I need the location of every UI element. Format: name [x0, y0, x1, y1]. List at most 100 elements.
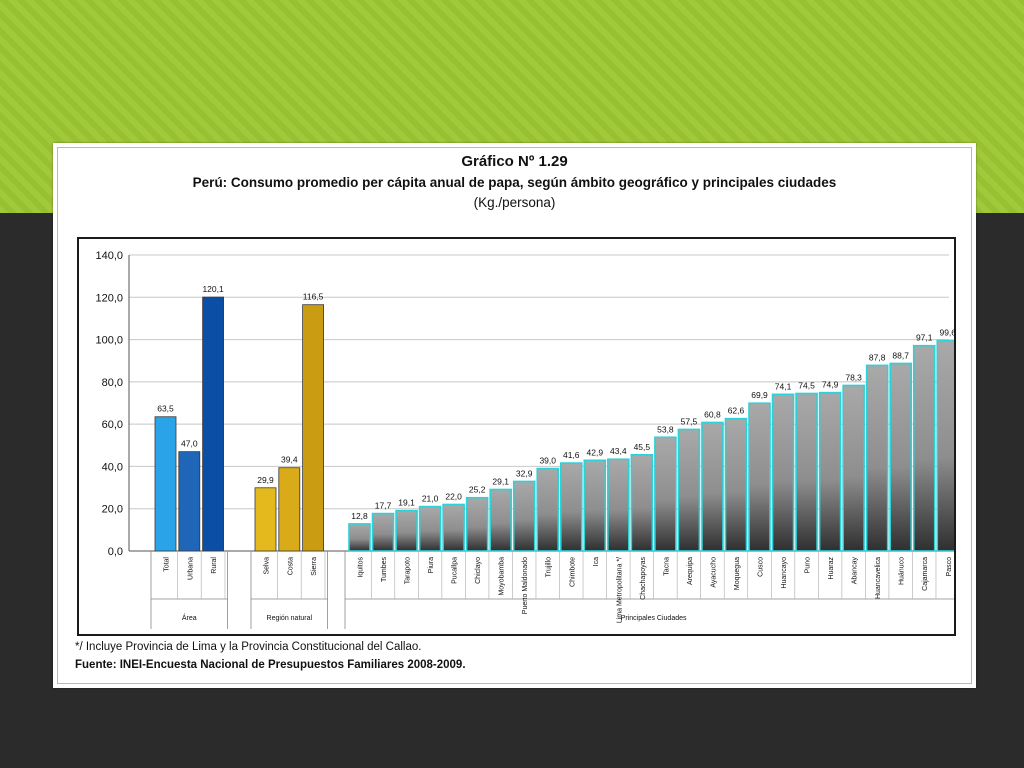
y-tick-label: 60,0 — [102, 419, 123, 431]
data-label: 74,1 — [775, 381, 792, 391]
data-label: 29,1 — [492, 476, 509, 486]
category-label: Pucallpa — [452, 557, 459, 584]
category-label: Pasco — [946, 557, 953, 577]
bar — [178, 451, 201, 552]
category-label: Tumbes — [381, 557, 388, 583]
source-note: Fuente: INEI-Encuesta Nacional de Presup… — [75, 659, 466, 671]
data-label: 41,6 — [563, 450, 580, 460]
category-label: Total — [164, 557, 171, 572]
data-label: 29,9 — [257, 475, 274, 485]
data-label: 17,7 — [375, 501, 392, 511]
data-label: 74,9 — [822, 380, 839, 390]
category-label: Trujillo — [546, 557, 553, 577]
chart-number-title: Gráfico Nº 1.29 — [461, 153, 568, 170]
bar — [348, 523, 371, 552]
category-label: Cajamarca — [922, 557, 929, 591]
category-label: Chiclayo — [475, 557, 482, 584]
bar — [630, 454, 654, 552]
data-label: 25,2 — [469, 485, 486, 495]
bar — [371, 512, 395, 552]
bar — [202, 296, 224, 552]
bar — [771, 393, 795, 552]
data-label: 69,9 — [751, 390, 768, 400]
bar — [701, 421, 724, 552]
data-label: 88,7 — [892, 350, 909, 360]
bar — [559, 462, 583, 552]
bar — [302, 304, 325, 552]
category-label: Moyobamba — [499, 557, 506, 596]
bar — [254, 487, 277, 552]
bar — [465, 496, 489, 552]
bar — [654, 436, 677, 552]
category-label: Sierra — [311, 557, 318, 576]
data-label: 32,9 — [516, 468, 533, 478]
bar — [677, 428, 701, 552]
category-label: Moquegua — [734, 557, 741, 590]
data-label: 39,0 — [539, 456, 556, 466]
data-label: 74,5 — [798, 380, 815, 390]
category-label: Tacna — [663, 557, 670, 576]
data-label: 19,1 — [398, 498, 415, 508]
group-label: Región natural — [267, 615, 313, 622]
data-label: 87,8 — [869, 352, 886, 362]
data-label: 116,5 — [303, 292, 324, 302]
category-label: Huánuco — [899, 557, 906, 585]
data-label: 97,1 — [916, 333, 933, 343]
y-tick-label: 80,0 — [102, 377, 123, 389]
data-label: 12,8 — [351, 511, 368, 521]
data-label: 60,8 — [704, 409, 721, 419]
category-label: Piura — [428, 557, 435, 573]
bar — [489, 488, 512, 552]
y-tick-label: 100,0 — [95, 335, 123, 347]
bar — [889, 362, 912, 552]
category-label: Rural — [211, 557, 218, 574]
category-label: Puerto Maldonado — [522, 557, 529, 614]
bar — [395, 509, 418, 552]
category-label: Arequipa — [687, 557, 694, 585]
data-label: 39,4 — [281, 455, 298, 465]
category-label: Iquitos — [358, 557, 365, 578]
bar — [842, 384, 865, 552]
footnote: */ Incluye Provincia de Lima y la Provin… — [75, 641, 422, 653]
bar — [536, 467, 560, 552]
category-label: Chachapoyas — [640, 557, 647, 600]
y-tick-label: 20,0 — [102, 504, 123, 516]
bar — [442, 503, 465, 552]
category-label: Huaraz — [828, 557, 835, 580]
bar — [912, 344, 936, 552]
chart-unit: (Kg./persona) — [473, 195, 556, 210]
data-label: 63,5 — [157, 404, 174, 414]
category-label: Costa — [287, 557, 294, 575]
group-label: Principales Ciudades — [621, 615, 687, 622]
data-label: 78,3 — [845, 372, 862, 382]
bar — [795, 392, 818, 552]
bar — [418, 505, 442, 552]
data-label: 45,5 — [634, 442, 651, 452]
category-label: Chimbote — [569, 557, 576, 587]
bar — [512, 480, 536, 552]
bar — [724, 417, 748, 552]
category-label: Puno — [805, 557, 812, 573]
category-label: Urbana — [187, 557, 194, 580]
category-label: Lima Metropolitana */ — [616, 557, 623, 623]
data-label: 120,1 — [202, 284, 224, 294]
bar — [607, 458, 630, 552]
data-label: 47,0 — [181, 439, 198, 449]
data-label: 42,9 — [587, 447, 604, 457]
bar — [936, 339, 954, 552]
data-label: 99,6 — [939, 327, 954, 337]
bar-chart: 0,0 20,0 40,0 60,0 80,0 100,0 120,0 140,0 Área 63… — [95, 250, 954, 629]
data-label: 62,6 — [728, 406, 745, 416]
y-tick-label: 0,0 — [108, 546, 123, 558]
bar — [818, 391, 842, 552]
bar — [583, 459, 607, 552]
data-label: 21,0 — [422, 494, 439, 504]
data-label: 57,5 — [681, 416, 698, 426]
category-label: Tarapoto — [405, 557, 412, 584]
chart-image-panel: Gráfico Nº 1.29 Perú: Consumo promedio p… — [53, 143, 976, 688]
y-tick-label: 140,0 — [95, 250, 123, 262]
y-tick-label: 40,0 — [102, 461, 123, 473]
category-label: Huancayo — [781, 557, 788, 589]
category-label: Cusco — [758, 557, 765, 577]
y-tick-label: 120,0 — [95, 292, 123, 304]
